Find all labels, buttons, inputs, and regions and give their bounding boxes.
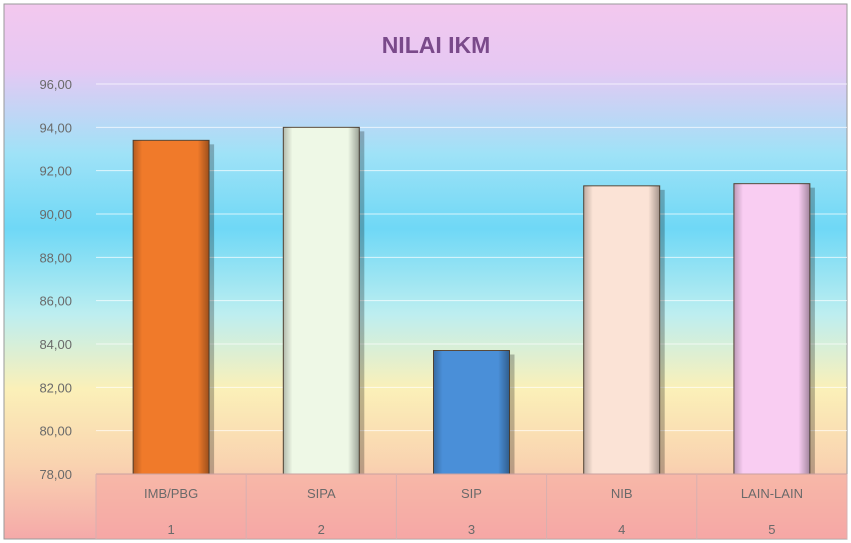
- x-category-number: 3: [468, 522, 475, 537]
- x-category-label: SIPA: [307, 486, 336, 501]
- y-axis-tick-labels: 78,00 80,00 82,00 84,00 86,00 88,00 90,00 92,00…: [39, 77, 72, 482]
- bar-shading: [733, 183, 810, 474]
- bar: [132, 139, 215, 475]
- bar-shading: [583, 185, 660, 475]
- y-tick-label: 78,00: [39, 467, 72, 482]
- y-tick-label: 80,00: [39, 424, 72, 439]
- x-category-number: 1: [167, 522, 174, 537]
- bar-shading: [283, 127, 360, 474]
- bar-shading: [433, 350, 510, 474]
- x-category-label: NIB: [611, 486, 633, 501]
- y-tick-label: 96,00: [39, 77, 72, 92]
- table-band: [96, 474, 847, 539]
- bar: [583, 185, 665, 475]
- chart-title: NILAI IKM: [382, 32, 491, 58]
- x-category-label: LAIN-LAIN: [741, 486, 803, 501]
- x-category-number: 5: [768, 522, 775, 537]
- bar: [282, 126, 365, 475]
- bar-shading: [133, 140, 210, 475]
- y-tick-label: 82,00: [39, 380, 72, 395]
- x-category-label: IMB/PBG: [144, 486, 198, 501]
- x-category-number: 2: [318, 522, 325, 537]
- y-tick-label: 94,00: [39, 120, 72, 135]
- y-tick-label: 86,00: [39, 294, 72, 309]
- y-tick-label: 84,00: [39, 337, 72, 352]
- y-tick-label: 90,00: [39, 207, 72, 222]
- bar: [433, 350, 515, 475]
- bar: [733, 183, 815, 475]
- bars: [132, 126, 815, 475]
- y-tick-label: 88,00: [39, 250, 72, 265]
- x-category-number: 4: [618, 522, 625, 537]
- x-category-label: SIP: [461, 486, 482, 501]
- y-tick-label: 92,00: [39, 164, 72, 179]
- category-table: IMB/PBG 1 SIPA 2 SIP 3 NIB 4 LAIN-LAIN 5: [95, 473, 848, 539]
